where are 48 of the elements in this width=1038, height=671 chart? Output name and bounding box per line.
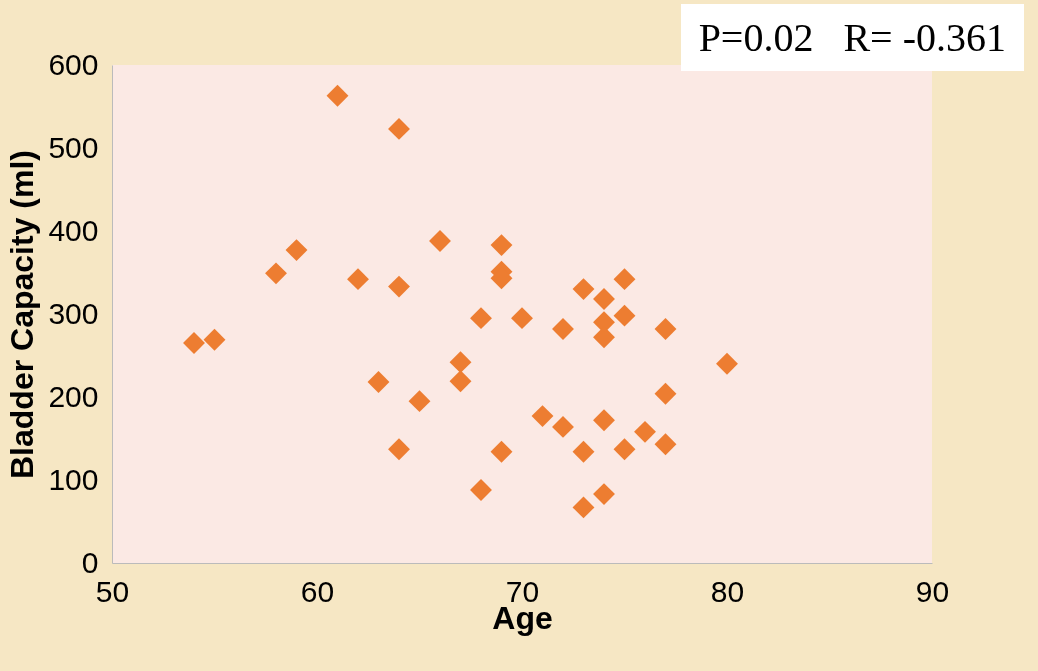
point: [593, 326, 615, 349]
point: [654, 317, 677, 340]
point: [716, 352, 738, 375]
point: [613, 304, 636, 327]
y-axis-title: Bladder Capacity (ml): [4, 150, 41, 479]
point: [572, 496, 595, 519]
point: [490, 234, 513, 257]
point: [552, 415, 574, 438]
point: [470, 479, 492, 501]
x-tick-label: 80: [710, 574, 745, 608]
point: [347, 268, 369, 291]
point: [367, 371, 390, 394]
point: [429, 230, 451, 252]
point: [572, 278, 595, 301]
point: [552, 317, 574, 340]
point: [593, 483, 615, 506]
y-tick-label: 600: [48, 47, 99, 81]
point: [511, 307, 533, 330]
y-tick-label: 500: [48, 130, 99, 164]
y-tick-label: 100: [48, 462, 99, 496]
y-tick-label: 200: [48, 379, 99, 413]
point: [572, 440, 595, 463]
x-tick-label: 90: [915, 574, 950, 608]
point: [654, 433, 677, 456]
point: [388, 275, 410, 298]
point: [183, 332, 205, 354]
point: [613, 438, 636, 461]
y-tick-label: 400: [48, 213, 99, 247]
point: [634, 420, 656, 443]
point: [470, 307, 492, 330]
point: [203, 328, 226, 351]
point: [490, 440, 513, 463]
point: [593, 409, 615, 432]
x-tick-label: 60: [300, 574, 335, 608]
point: [388, 438, 410, 461]
point: [285, 239, 308, 262]
point: [449, 370, 472, 393]
point: [654, 382, 677, 405]
point: [593, 288, 615, 311]
text: P=0.02 R= -0.361: [680, 4, 1024, 71]
point: [388, 117, 410, 140]
point: [265, 262, 287, 285]
y-tick-label: 300: [48, 296, 99, 330]
point: [531, 405, 554, 428]
point: [326, 84, 349, 107]
point: [613, 268, 636, 291]
point: [408, 390, 431, 413]
point: [449, 351, 472, 374]
